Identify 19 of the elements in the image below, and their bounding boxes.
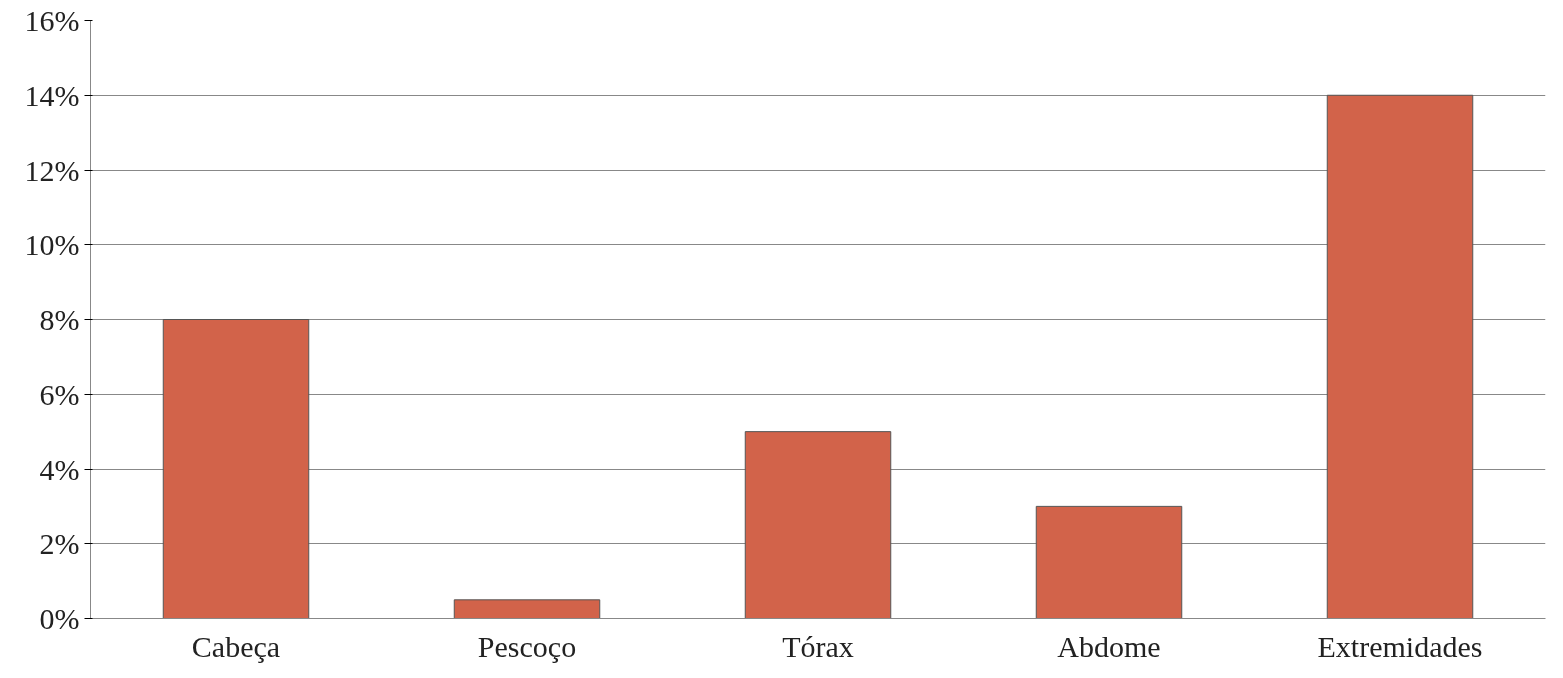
y-tick-label: 16%	[24, 4, 80, 37]
y-tick-label: 6%	[39, 377, 80, 411]
x-tick-label: Tórax	[782, 629, 854, 663]
y-tick-label: 12%	[24, 153, 80, 187]
x-tick-label: Cabeça	[191, 629, 281, 663]
bar	[162, 319, 310, 619]
x-tick-label: Abdome	[1057, 629, 1161, 663]
x-tick-label: Pescoço	[477, 629, 577, 663]
bar	[1326, 94, 1474, 619]
y-tick-label: 2%	[39, 527, 80, 561]
y-tick-label: 8%	[39, 303, 80, 336]
y-tick-label: 10%	[24, 228, 80, 262]
x-tick-label: Extremidades	[1317, 629, 1483, 663]
bar	[453, 599, 601, 619]
y-tick-label: 4%	[39, 452, 80, 486]
bar	[1035, 505, 1183, 619]
y-tick-label: 0%	[39, 602, 80, 635]
y-tick-label: 14%	[24, 78, 80, 112]
bar	[744, 431, 892, 619]
